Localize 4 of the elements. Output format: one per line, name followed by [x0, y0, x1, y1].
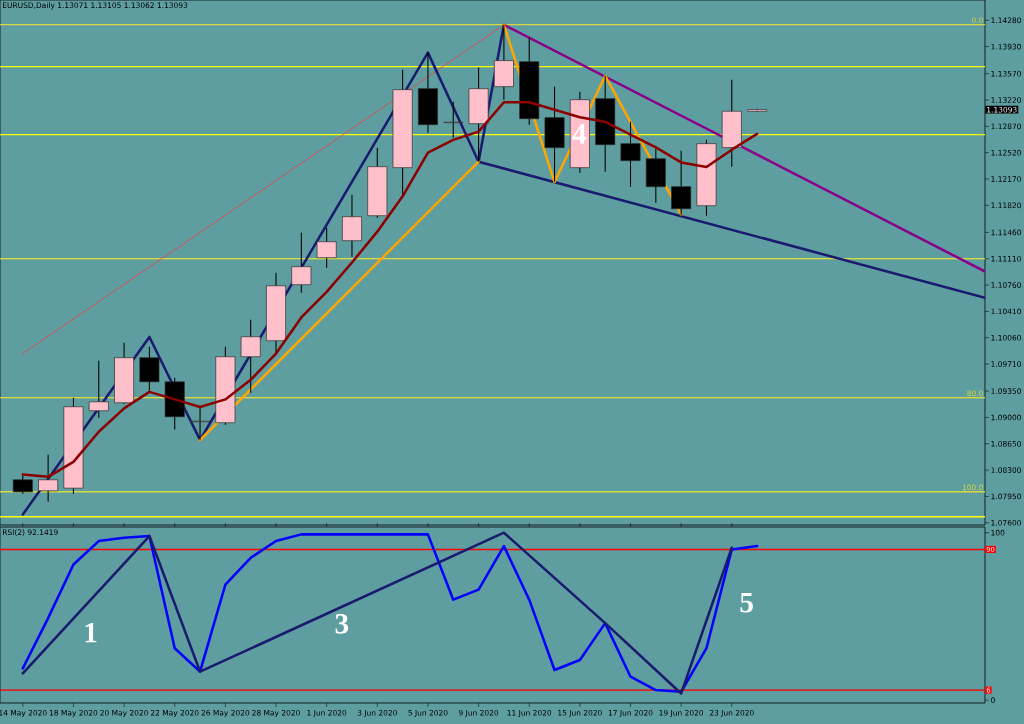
- annotation: 3: [335, 613, 349, 634]
- annotation: 5: [740, 592, 753, 613]
- annotation: 4: [572, 124, 586, 144]
- annotation: 1: [85, 622, 97, 643]
